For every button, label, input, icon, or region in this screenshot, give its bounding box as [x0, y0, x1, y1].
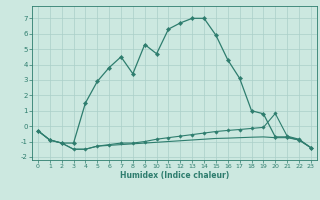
X-axis label: Humidex (Indice chaleur): Humidex (Indice chaleur): [120, 171, 229, 180]
